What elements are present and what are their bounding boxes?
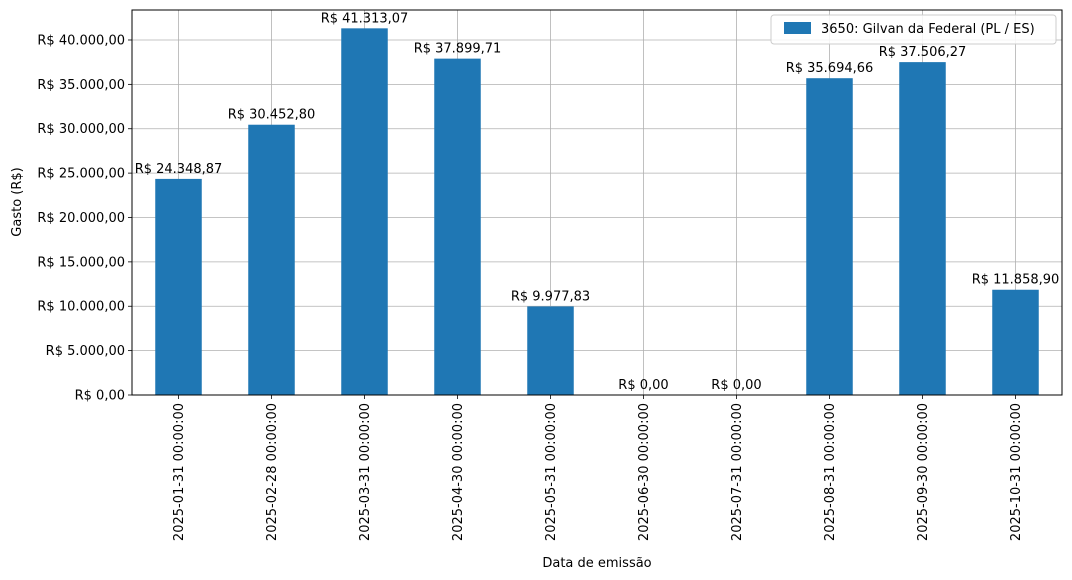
- y-tick-label: R$ 25.000,00: [37, 167, 125, 182]
- y-tick-label: R$ 5.000,00: [46, 344, 125, 359]
- y-tick-label: R$ 40.000,00: [37, 33, 125, 48]
- y-axis-label: Gasto (R$): [10, 167, 25, 236]
- y-tick-label: R$ 15.000,00: [37, 255, 125, 270]
- x-axis-ticks: 2025-01-31 00:00:00 2025-02-28 00:00:00 20…: [172, 395, 1024, 541]
- plot-frame: [131, 9, 1063, 396]
- bars: [155, 28, 1039, 396]
- bar: [434, 58, 481, 396]
- bar: [341, 28, 388, 395]
- bar-value-label: R$ 11.858,90: [972, 273, 1060, 288]
- x-tick-label: 2025-01-31 00:00:00: [172, 403, 187, 541]
- bar-value-label: R$ 9.977,83: [511, 289, 590, 304]
- y-tick-label: R$ 0,00: [75, 389, 125, 404]
- x-tick-label: 2025-07-31 00:00:00: [730, 403, 745, 541]
- x-tick-label: 2025-10-31 00:00:00: [1009, 403, 1024, 541]
- x-tick-label: 2025-05-31 00:00:00: [544, 403, 559, 541]
- legend: 3650: Gilvan da Federal (PL / ES): [770, 14, 1057, 45]
- bar-value-label: R$ 30.452,80: [228, 108, 316, 123]
- bar: [992, 289, 1039, 395]
- bar-value-label: R$ 37.506,27: [879, 45, 967, 60]
- bar: [248, 124, 295, 395]
- legend-box: [770, 14, 1057, 45]
- y-axis-ticks: R$ 0,00 R$ 5.000,00 R$ 10.000,00 R$ 15.000,…: [37, 33, 132, 404]
- bar: [806, 78, 853, 395]
- x-tick-label: 2025-08-31 00:00:00: [823, 403, 838, 541]
- x-tick-label: 2025-09-30 00:00:00: [916, 403, 931, 541]
- bar-value-label: R$ 0,00: [711, 378, 761, 393]
- y-tick-label: R$ 30.000,00: [37, 122, 125, 137]
- y-tick-label: R$ 10.000,00: [37, 300, 125, 315]
- bar-value-label: R$ 0,00: [618, 378, 668, 393]
- y-tick-label: R$ 20.000,00: [37, 211, 125, 226]
- bar-value-label: R$ 35.694,66: [786, 61, 874, 76]
- x-axis-label: Data de emissão: [542, 556, 651, 571]
- bar: [527, 306, 574, 395]
- data-labels: R$ 24.348,87 R$ 30.452,80 R$ 41.313,07 R$ 3…: [135, 11, 1060, 393]
- x-tick-label: 2025-06-30 00:00:00: [637, 403, 652, 541]
- bar: [899, 62, 946, 395]
- x-tick-label: 2025-04-30 00:00:00: [451, 403, 466, 541]
- bar-value-label: R$ 41.313,07: [321, 11, 409, 26]
- bar: [155, 178, 202, 395]
- bar-value-label: R$ 24.348,87: [135, 162, 223, 177]
- legend-label: 3650: Gilvan da Federal (PL / ES): [821, 22, 1035, 37]
- bar-value-label: R$ 37.899,71: [414, 42, 502, 57]
- x-tick-label: 2025-02-28 00:00:00: [265, 403, 280, 541]
- legend-swatch: [784, 22, 811, 34]
- x-tick-label: 2025-03-31 00:00:00: [358, 403, 373, 541]
- y-tick-label: R$ 35.000,00: [37, 78, 125, 93]
